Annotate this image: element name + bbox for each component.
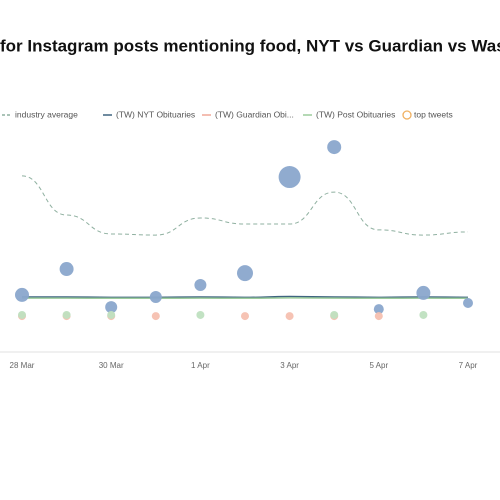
- legend-label: (TW) NYT Obituaries: [116, 109, 195, 119]
- series-line: [21, 175, 469, 236]
- bubble: [374, 312, 383, 321]
- bubble: [151, 312, 160, 321]
- x-tick-label: 3 Apr: [280, 361, 299, 370]
- x-tick-label: 30 Mar: [99, 361, 124, 370]
- legend-marker: [402, 110, 412, 120]
- x-tick-label: 28 Mar: [10, 361, 35, 370]
- x-tick-label: 1 Apr: [191, 361, 210, 370]
- legend-label: top tweets: [414, 109, 453, 119]
- bubble: [107, 310, 116, 319]
- chart-title: for Instagram posts mentioning food, NYT…: [0, 36, 500, 55]
- bubble: [149, 290, 162, 303]
- bubble: [463, 298, 473, 309]
- x-tick-label: 5 Apr: [369, 361, 388, 370]
- bubble: [15, 287, 29, 302]
- bubble: [237, 265, 253, 282]
- bubble: [59, 262, 74, 277]
- legend-label: (TW) Guardian Obi...: [215, 109, 294, 119]
- bubble: [327, 140, 342, 155]
- bubble: [278, 166, 301, 189]
- bubble: [18, 310, 26, 319]
- bubble: [196, 310, 205, 319]
- legend-label: (TW) Post Obituaries: [316, 109, 395, 119]
- legend-label: industry average: [15, 109, 78, 119]
- bubble: [330, 310, 339, 319]
- bubble: [105, 301, 118, 314]
- series-line: [21, 295, 469, 299]
- bubble: [373, 304, 384, 315]
- x-tick-label: 7 Apr: [459, 361, 478, 370]
- bubble: [194, 279, 207, 292]
- bubble: [285, 312, 294, 321]
- bubble: [416, 285, 431, 300]
- bubble: [62, 310, 71, 319]
- bubble: [241, 312, 249, 321]
- bubble: [419, 310, 428, 319]
